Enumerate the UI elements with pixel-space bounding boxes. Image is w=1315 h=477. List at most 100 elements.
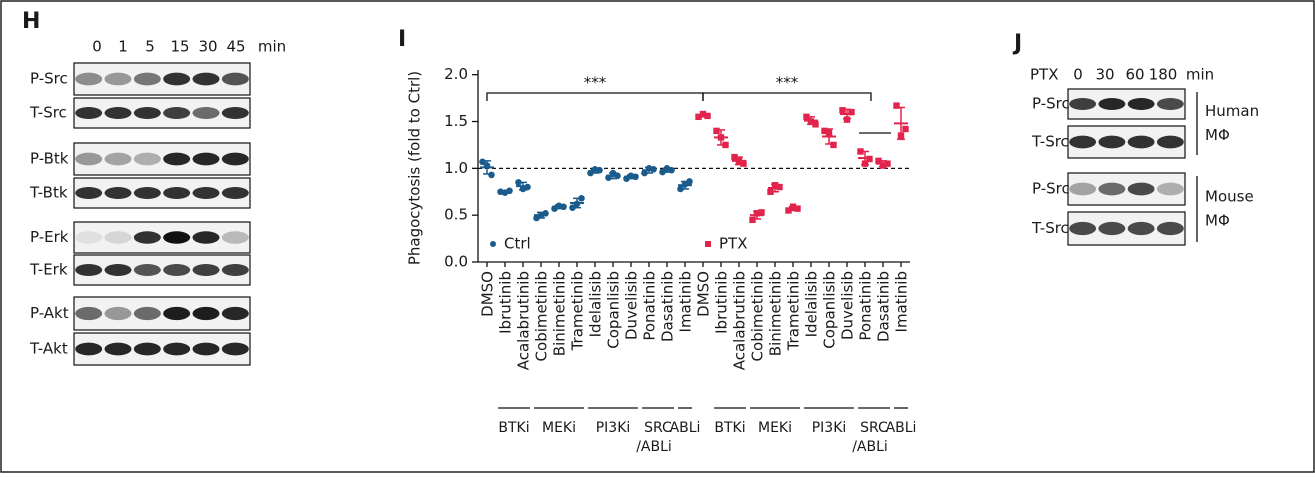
- blot-band: [105, 264, 132, 276]
- data-point: [686, 178, 693, 185]
- row-label: T-Src: [1031, 133, 1069, 151]
- data-point: [668, 167, 675, 174]
- blot-band: [1157, 98, 1184, 110]
- blot-band: [1069, 98, 1096, 110]
- blot-band: [193, 187, 220, 199]
- blot-band: [105, 231, 132, 243]
- blot-band: [222, 107, 249, 119]
- lane-label: 1: [118, 38, 128, 56]
- data-point: [848, 109, 854, 115]
- blot-band: [134, 343, 161, 356]
- x-tick-label: Ponatinib: [641, 271, 659, 341]
- x-tick-label: Imatinib: [677, 271, 695, 332]
- group-label: SRC: [860, 420, 888, 436]
- y-tick-label: 1.5: [444, 112, 468, 130]
- group-label: SRC: [644, 420, 672, 436]
- data-point: [794, 205, 800, 211]
- blot-band: [163, 264, 190, 276]
- data-point: [560, 203, 567, 210]
- blot-band: [1098, 136, 1125, 149]
- lane-label: 180: [1149, 66, 1178, 84]
- data-point: [704, 113, 710, 119]
- group-label: BTKi: [498, 420, 529, 436]
- blot-band: [193, 264, 220, 276]
- blot-band: [75, 307, 102, 320]
- data-point: [767, 189, 773, 195]
- data-point: [722, 142, 728, 148]
- row-label: P-Akt: [30, 304, 69, 322]
- row-label: P-Src: [1032, 95, 1070, 113]
- unit-label: min: [1186, 66, 1214, 84]
- blot-band: [105, 343, 132, 356]
- blot-band: [1098, 183, 1125, 196]
- lane-label: 60: [1125, 66, 1144, 84]
- data-point: [515, 179, 522, 186]
- data-point: [596, 167, 603, 174]
- x-tick-label: Trametinib: [569, 271, 587, 351]
- x-tick-label: Duvelisib: [623, 271, 641, 340]
- blot-band: [105, 153, 132, 166]
- x-tick-label: Idelalisib: [587, 271, 605, 337]
- data-point: [857, 148, 863, 154]
- x-tick-label: Acalabrutinib: [731, 271, 749, 370]
- blot-band: [163, 107, 190, 119]
- unit-label: min: [258, 38, 286, 56]
- blot-band: [193, 73, 220, 86]
- group-label: MΦ: [1205, 212, 1230, 230]
- x-tick-label: Binimetinib: [551, 271, 569, 356]
- blot-band: [163, 231, 190, 243]
- data-point: [776, 184, 782, 190]
- blot-band: [163, 343, 190, 356]
- panel-letter: H: [22, 9, 40, 34]
- blot-band: [134, 264, 161, 276]
- data-point: [484, 162, 491, 169]
- blot-band: [75, 107, 102, 119]
- x-tick-label: DMSO: [695, 271, 713, 317]
- blot-band: [134, 153, 161, 166]
- data-point: [826, 130, 832, 136]
- x-tick-label: Dasatinib: [875, 271, 893, 342]
- blot-band: [222, 343, 249, 356]
- lane-label: 45: [226, 38, 245, 56]
- legend-label: Ctrl: [504, 235, 531, 253]
- data-point: [488, 172, 495, 179]
- data-point: [902, 126, 908, 132]
- data-point: [524, 184, 531, 191]
- y-tick-label: 0.5: [444, 206, 468, 224]
- data-point: [830, 142, 836, 148]
- y-tick-label: 1.0: [444, 159, 468, 177]
- blot-band: [222, 73, 249, 86]
- panel-letter: J: [1012, 31, 1022, 56]
- blot-band: [134, 107, 161, 119]
- annotation: ***: [584, 74, 607, 92]
- blot-band: [75, 231, 102, 243]
- lane-label: 0: [1073, 66, 1083, 84]
- blot-band: [1128, 183, 1155, 196]
- group-label: MEKi: [542, 420, 576, 436]
- x-tick-label: Imatinib: [893, 271, 911, 332]
- significance-bracket: [487, 93, 703, 101]
- x-tick-label: Duvelisib: [839, 271, 857, 340]
- group-label: /ABLi: [852, 439, 888, 455]
- data-point: [542, 210, 549, 217]
- blot-band: [222, 264, 249, 276]
- data-point: [632, 173, 639, 180]
- row-label: P-Erk: [30, 228, 69, 246]
- blot-band: [1128, 98, 1155, 110]
- data-point: [884, 160, 890, 166]
- group-label: Mouse: [1205, 188, 1254, 206]
- data-point: [650, 166, 657, 173]
- data-point: [866, 156, 872, 162]
- blot-band: [1069, 136, 1096, 149]
- blot-band: [105, 187, 132, 199]
- y-tick-label: 0.0: [444, 253, 468, 271]
- blot-band: [222, 231, 249, 243]
- data-point: [758, 209, 764, 215]
- legend-marker: [490, 241, 496, 247]
- group-label: MEKi: [758, 420, 792, 436]
- data-point: [898, 132, 904, 138]
- blot-band: [134, 187, 161, 199]
- group-label: PI3Ki: [812, 420, 847, 436]
- x-tick-label: Acalabrutinib: [515, 271, 533, 370]
- blot-band: [105, 307, 132, 320]
